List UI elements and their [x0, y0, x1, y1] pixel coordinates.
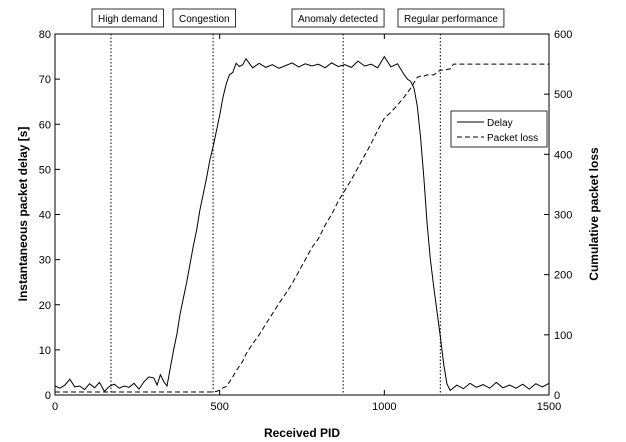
x-tick-label-3: 1500 [537, 401, 561, 413]
y-right-tick-label-4: 400 [554, 149, 572, 161]
phase-label-text-0: High demand [98, 14, 157, 25]
x-tick-label-1: 500 [210, 401, 228, 413]
x-tick-label-2: 1000 [372, 401, 396, 413]
x-axis-label: Received PID [264, 426, 340, 440]
plot-frame [54, 33, 550, 396]
legend-box [450, 110, 548, 148]
y-left-tick-label-7: 70 [39, 74, 51, 86]
phase-label-box-0 [91, 8, 164, 28]
series-layer [55, 55, 549, 393]
series-line-packet-loss [55, 63, 549, 393]
y-right-tick-label-3: 300 [554, 210, 572, 222]
phase-label-0: High demand [91, 8, 164, 28]
y-left-tick-label-8: 80 [39, 29, 51, 41]
x-tick-label-0: 0 [52, 401, 58, 413]
y-left-tick-label-4: 40 [39, 210, 51, 222]
phase-label-text-2: Anomaly detected [298, 14, 378, 25]
phase-label-1: Congestion [172, 8, 236, 28]
phase-label-2: Anomaly detected [291, 8, 385, 28]
y-axis-right-label: Cumulative packet loss [587, 147, 601, 281]
y-left-tick-label-0: 0 [45, 390, 51, 402]
phase-label-text-1: Congestion [179, 14, 230, 25]
y-left-tick-label-6: 60 [39, 119, 51, 131]
legend-label-packet-loss: Packet loss [487, 133, 538, 144]
y-axis-left-label: Instantaneous packet delay [s] [16, 127, 30, 302]
y-right-tick-label-0: 0 [554, 390, 560, 402]
axes: 0 500 1000 15000102030405060708001002003004… [39, 29, 573, 413]
y-left-tick-label-5: 50 [39, 164, 51, 176]
y-left-tick-label-2: 20 [39, 300, 51, 312]
phase-annotations: High demand Congestion Anomaly detected Reg… [91, 8, 505, 395]
phase-label-3: Regular performance [397, 8, 505, 28]
series-line-delay [55, 55, 549, 393]
phase-label-box-2 [291, 8, 385, 28]
y-left-tick-label-3: 30 [39, 255, 51, 267]
legend: Delay Packet loss [450, 110, 548, 148]
phase-label-text-3: Regular performance [404, 14, 498, 25]
y-right-tick-label-1: 100 [554, 330, 572, 342]
phase-label-box-1 [172, 8, 236, 28]
legend-label-delay: Delay [487, 118, 513, 129]
y-left-tick-label-1: 10 [39, 345, 51, 357]
phase-label-box-3 [397, 8, 505, 28]
y-right-tick-label-5: 500 [554, 89, 572, 101]
y-right-tick-label-2: 200 [554, 270, 572, 282]
y-right-tick-label-6: 600 [554, 29, 572, 41]
